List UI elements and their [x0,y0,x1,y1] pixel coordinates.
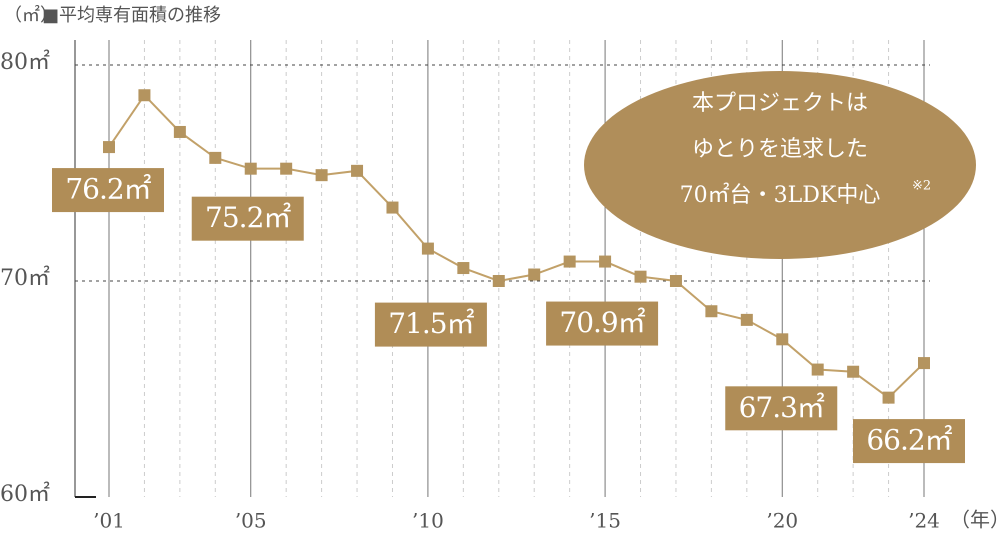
y-tick-label: 60㎡ [0,481,50,507]
annotation-bubble [584,71,976,259]
point-marker [103,141,115,154]
point-marker [386,201,399,214]
x-unit: （年） [950,508,1001,532]
x-tick-label: ’20 [766,509,798,533]
value-label-box [546,301,659,346]
y-tick-label: 70㎡ [0,265,50,291]
point-marker [882,391,895,404]
value-label: 67.3㎡ [739,391,825,424]
value-label-box [374,302,487,347]
x-tick-label: ’10 [412,509,444,533]
point-marker [457,262,470,275]
point-marker [173,125,186,138]
value-label: 71.5㎡ [388,307,474,340]
point-marker [705,305,718,318]
value-label-box [853,419,965,464]
x-tick-label: ’01 [93,509,125,533]
value-label: 66.2㎡ [866,424,952,457]
annotation-text: 70㎡台・3LDK中心 [680,182,881,208]
point-marker [138,89,151,102]
value-label: 70.9㎡ [559,306,645,339]
point-marker [563,255,576,268]
point-marker [244,162,257,175]
point-marker [634,270,647,283]
point-marker [776,333,789,346]
point-marker [740,313,753,326]
point-marker [811,363,824,376]
point-marker [847,365,860,378]
x-tick-label: ’15 [589,509,621,533]
point-marker [209,151,222,164]
point-marker [918,357,930,370]
point-marker [421,242,434,255]
y-tick-label: 80㎡ [0,49,50,75]
annotation-text: ゆとりを追求した [692,137,868,162]
value-label: 75.2㎡ [205,201,291,234]
point-marker [280,162,293,175]
point-marker [315,169,328,182]
point-marker [599,255,612,268]
annotation-text: 本プロジェクトは [692,91,868,116]
annotation-note: ※2 [912,179,931,194]
point-marker [669,275,682,287]
x-tick-label: ’24 [908,509,940,533]
value-label-box [52,168,164,213]
value-label-box [191,196,304,241]
value-label-box [725,386,838,431]
value-label: 76.2㎡ [65,173,151,206]
x-tick-label: ’05 [235,509,267,533]
point-marker [528,268,541,281]
y-unit: （㎡） [4,4,58,26]
point-marker [492,275,505,287]
point-marker [351,164,364,177]
chart-title: ■平均専有面積の推移 [42,5,221,26]
